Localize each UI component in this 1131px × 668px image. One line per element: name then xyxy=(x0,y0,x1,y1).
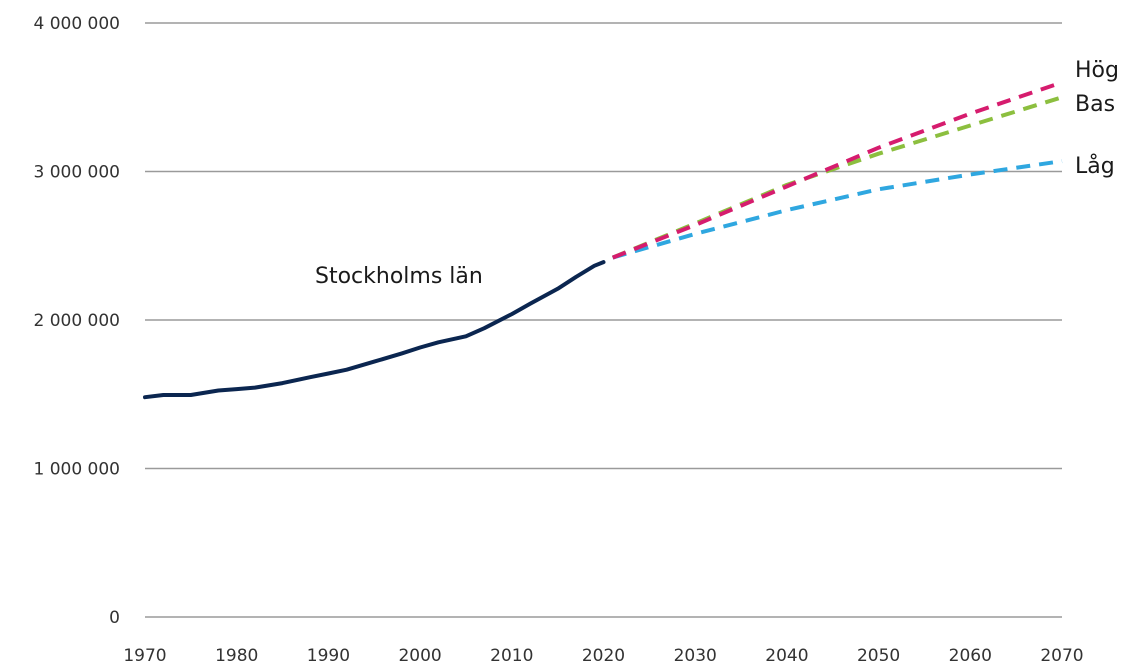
x-tick-label: 2050 xyxy=(857,646,900,666)
y-tick-label: 4 000 000 xyxy=(33,14,120,34)
series-lines xyxy=(143,80,1063,400)
x-tick-label: 1970 xyxy=(123,646,166,666)
y-tick-label: 0 xyxy=(109,608,120,628)
x-tick-label: 2030 xyxy=(674,646,717,666)
series-label-low: Låg xyxy=(1075,153,1115,179)
x-tick-label: 2060 xyxy=(949,646,992,666)
y-tick-label: 2 000 000 xyxy=(33,311,120,331)
gridlines xyxy=(145,22,1062,618)
series-line-base xyxy=(611,95,1063,260)
series-label-historical: Stockholms län xyxy=(315,264,483,289)
x-tick-label: 1990 xyxy=(307,646,350,666)
series-line-low xyxy=(612,159,1063,260)
series-line-historical xyxy=(143,260,606,400)
x-tick-label: 2040 xyxy=(765,646,808,666)
x-tick-label: 1980 xyxy=(215,646,258,666)
y-tick-label: 3 000 000 xyxy=(33,163,120,183)
y-tick-label: 1 000 000 xyxy=(33,460,120,480)
series-label-base: Bas xyxy=(1075,92,1115,117)
x-tick-label: 2010 xyxy=(490,646,533,666)
x-tick-label: 2070 xyxy=(1040,646,1083,666)
x-tick-label: 2020 xyxy=(582,646,625,666)
series-label-high: Hög xyxy=(1075,58,1119,83)
y-axis-ticks: 0 1 000 000 2 000 000 3 000 000 4 000 000 xyxy=(33,14,120,628)
series-labels: Stockholms län Hög Bas Låg xyxy=(315,58,1119,289)
series-line-high xyxy=(611,80,1063,260)
x-tick-label: 2000 xyxy=(398,646,441,666)
x-axis-ticks: 1970 1980 1990 2000 2010 2020 2030 2040 2050 2060… xyxy=(123,646,1083,666)
